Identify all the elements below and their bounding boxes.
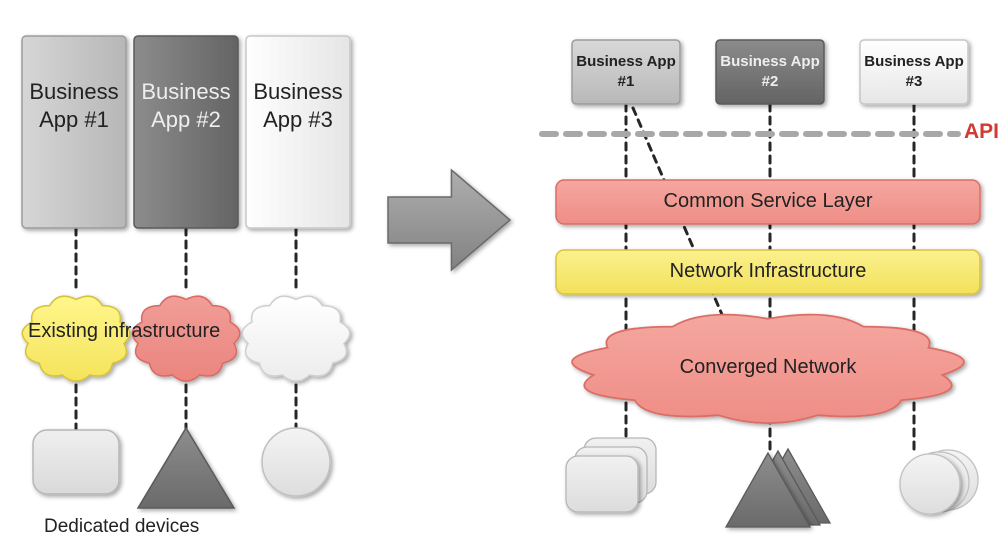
- api-label: API: [964, 120, 1000, 144]
- left-device-rect: [33, 430, 119, 494]
- dedicated-devices-label: Dedicated devices: [44, 516, 304, 538]
- left-app-label-2: Business App #2: [140, 78, 232, 133]
- right-app-label-1: Business App #1: [576, 52, 676, 91]
- left-device-circle: [262, 428, 330, 496]
- converged-network-label: Converged Network: [628, 356, 908, 379]
- left-app-label-1: Business App #1: [28, 78, 120, 133]
- left-app-label-3: Business App #3: [252, 78, 344, 133]
- right-device-rect: [566, 456, 638, 512]
- left-device-triangle: [138, 428, 234, 508]
- layer-label-1: Common Service Layer: [556, 190, 980, 213]
- existing-infra-label: Existing infrastructure: [28, 320, 328, 343]
- right-app-label-2: Business App #2: [720, 52, 820, 91]
- right-device-circle: [900, 454, 960, 514]
- right-app-label-3: Business App #3: [864, 52, 964, 91]
- transition-arrow: [388, 170, 510, 270]
- layer-label-2: Network Infrastructure: [556, 260, 980, 283]
